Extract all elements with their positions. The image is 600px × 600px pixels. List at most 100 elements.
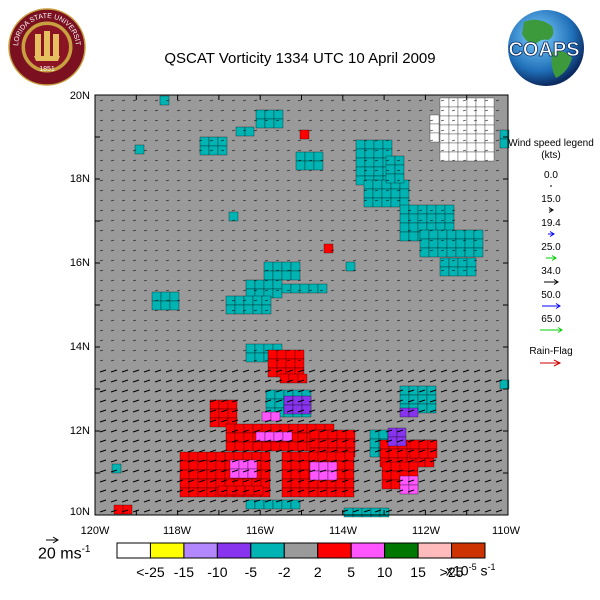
wind-vector	[396, 219, 401, 222]
wind-vector	[264, 329, 269, 332]
wind-vector	[330, 239, 335, 242]
wind-vector	[440, 509, 448, 513]
wind-vector	[286, 209, 291, 212]
vorticity-cell	[234, 304, 245, 315]
wind-vector	[495, 279, 500, 282]
wind-vector	[308, 179, 313, 182]
wind-vector	[352, 309, 357, 312]
vorticity-cell	[285, 349, 296, 360]
wind-vector	[286, 419, 294, 423]
wind-vector	[275, 299, 280, 302]
wind-vector	[473, 509, 481, 513]
wind-vector	[286, 349, 291, 352]
wind-vector	[451, 159, 456, 162]
vorticity-cell	[290, 460, 301, 471]
wind-vector	[253, 139, 258, 142]
wind-vector	[319, 239, 324, 242]
wind-vector	[484, 169, 489, 172]
wind-vector	[330, 349, 335, 352]
wind-vector	[330, 219, 335, 222]
wind-vector	[242, 369, 250, 373]
wind-vector	[495, 99, 500, 102]
wind-vector	[330, 209, 335, 212]
wind-vector	[187, 139, 192, 142]
wind-vector	[286, 239, 291, 242]
wind-vector	[418, 509, 426, 513]
wind-vector	[363, 299, 368, 302]
wind-vector	[143, 499, 151, 503]
wind-vector	[264, 339, 269, 342]
wind-vector	[165, 309, 170, 312]
wind-vector	[363, 129, 368, 132]
wind-vector	[187, 219, 192, 222]
wind-vector	[308, 349, 313, 352]
wind-vector	[297, 309, 302, 312]
wind-vector	[286, 299, 291, 302]
vorticity-cell	[484, 106, 495, 117]
wind-vector	[418, 149, 423, 152]
wind-vector	[429, 389, 437, 393]
vorticity-cell	[408, 204, 419, 215]
wind-vector	[275, 269, 280, 272]
wind-vector	[99, 219, 104, 222]
wind-legend-value: 25.0	[541, 242, 561, 253]
wind-vector	[451, 289, 456, 292]
wind-vector	[198, 139, 203, 142]
wind-vector	[319, 349, 324, 352]
wind-vector	[275, 219, 280, 222]
wind-vector	[275, 409, 283, 413]
wind-vector	[286, 499, 294, 503]
wind-vector	[297, 369, 305, 373]
wind-vector	[484, 259, 489, 262]
wind-vector	[319, 499, 327, 503]
wind-vector	[275, 359, 280, 362]
wind-vector	[374, 459, 382, 463]
wind-vector	[165, 339, 170, 342]
wind-vector	[484, 299, 489, 302]
vorticity-cell	[373, 166, 384, 177]
wind-vector	[418, 449, 426, 453]
vorticity-cell	[261, 411, 272, 422]
wind-vector	[440, 239, 445, 242]
wind-vector	[253, 419, 261, 423]
wind-vector	[275, 179, 280, 182]
wind-vector	[297, 439, 305, 443]
wind-vector	[209, 489, 217, 493]
wind-vector	[418, 189, 423, 192]
wind-vector	[451, 169, 456, 172]
wind-vector	[451, 239, 456, 242]
wind-vector	[165, 409, 173, 413]
wind-vector	[143, 359, 148, 362]
wind-vector	[352, 219, 357, 222]
wind-vector	[99, 469, 107, 473]
wind-vector	[297, 209, 302, 212]
wind-vector	[121, 279, 126, 282]
wind-vector	[99, 229, 104, 232]
vorticity-cell	[372, 179, 383, 190]
wind-vector	[407, 379, 415, 383]
vorticity-cell	[437, 247, 448, 258]
wind-vector	[341, 499, 349, 503]
wind-vector	[187, 399, 195, 403]
vorticity-cell	[282, 431, 293, 442]
vorticity-cell	[448, 257, 459, 268]
wind-vector	[143, 179, 148, 182]
wind-vector	[99, 299, 104, 302]
vorticity-cell	[299, 478, 310, 489]
wind-vector	[407, 359, 412, 362]
wind-vector	[319, 449, 327, 453]
wind-vector	[396, 279, 401, 282]
wind-vector	[440, 339, 445, 342]
vorticity-cell	[387, 436, 398, 447]
wind-vector	[473, 359, 478, 362]
wind-vector	[319, 129, 324, 132]
wind-vector	[330, 389, 338, 393]
wind-vector	[286, 139, 291, 142]
wind-vector	[253, 299, 258, 302]
vorticity-cell	[273, 118, 284, 129]
wind-vector	[253, 449, 261, 453]
wind-vector	[297, 499, 305, 503]
wind-vector	[132, 129, 137, 132]
wind-vector	[187, 459, 195, 463]
wind-arrow-icon	[544, 279, 559, 285]
